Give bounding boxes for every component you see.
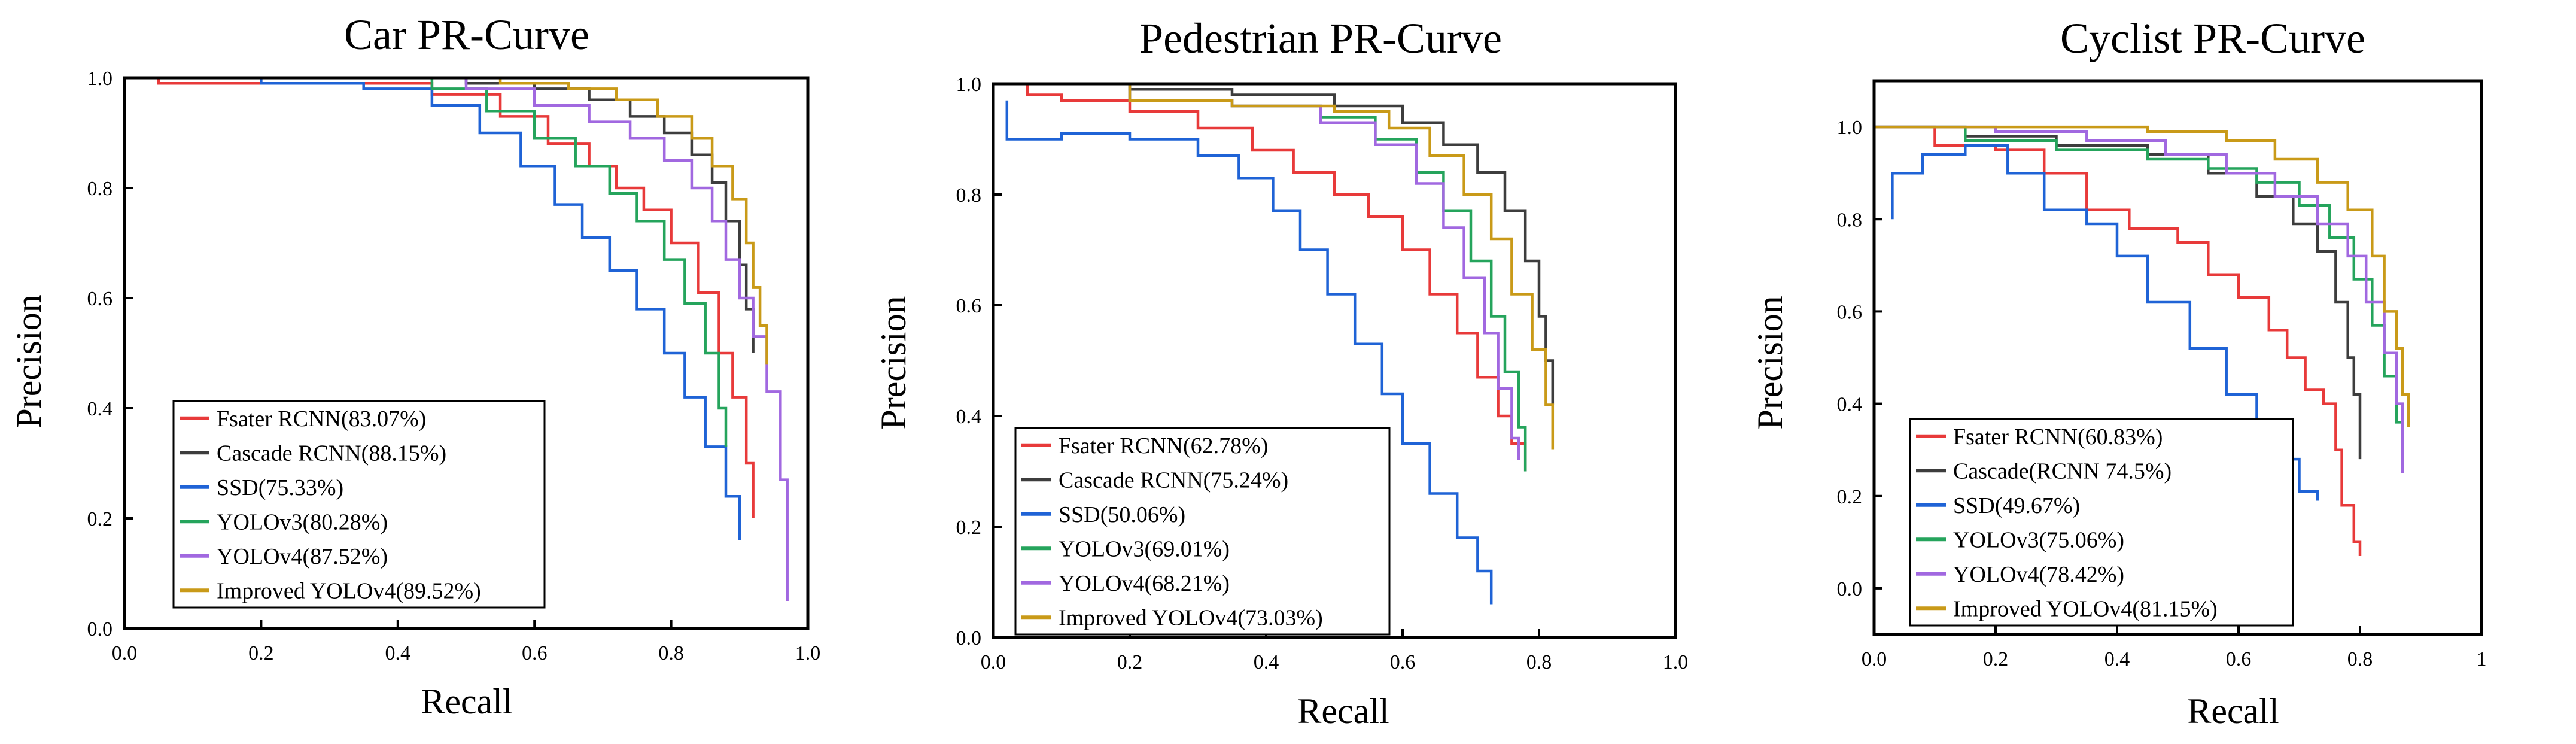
axis-ticks: 0.0 0.2 0.4 0.6 0.8 1.0 0.0 0.2 0.4 0.6 0.8 1.0 <box>956 74 1689 673</box>
legend-entry-4: YOLOv4(68.21%) <box>1059 571 1230 596</box>
x-tick-label: 0.4 <box>2104 648 2130 670</box>
legend-entry-5: Improved YOLOv4(81.15%) <box>1953 596 2218 621</box>
x-tick-label: 0.0 <box>1862 648 1887 670</box>
plot-frame <box>123 76 810 630</box>
curves <box>124 76 789 601</box>
legend-box <box>1014 427 1391 636</box>
y-tick-label: 0.4 <box>1837 394 1863 416</box>
legend-entry-2: SSD(50.06%) <box>1059 502 1185 527</box>
legend: Fsater RCNN(62.78%) Cascade RCNN(75.24%) S… <box>1014 427 1391 636</box>
legend-box <box>172 400 546 609</box>
y-tick-label: 0.6 <box>1837 301 1863 323</box>
series-line-3 <box>993 82 1527 472</box>
legend-entry-3: YOLOv3(75.06%) <box>1953 527 2124 552</box>
legend-entry-0: Fsater RCNN(62.78%) <box>1059 433 1268 458</box>
series-line-4 <box>1874 125 2404 473</box>
y-axis-label: Precision <box>9 294 48 428</box>
legend-entry-5: Improved YOLOv4(89.52%) <box>217 578 481 603</box>
legend-box <box>1909 418 2294 627</box>
y-tick-label: 0.4 <box>956 406 982 428</box>
plot-frame <box>1872 79 2483 636</box>
legend-entry-1: Cascade RCNN(88.15%) <box>217 441 446 466</box>
y-tick-label: 0.2 <box>956 517 982 539</box>
x-axis-label: Recall <box>2187 691 2279 731</box>
legend-entry-1: Cascade RCNN(75.24%) <box>1059 467 1288 493</box>
x-tick-label: 0.0 <box>112 642 138 664</box>
chart-title: Cyclist PR-Curve <box>2060 14 2365 62</box>
x-tick-label: 0.2 <box>1983 648 2009 670</box>
legend-entry-0: Fsater RCNN(83.07%) <box>217 406 426 432</box>
y-tick-label: 0.8 <box>1837 209 1863 231</box>
legend-entry-1: Cascade(RCNN 74.5%) <box>1953 458 2171 484</box>
x-tick-label: 0.2 <box>1117 651 1143 673</box>
y-tick-label: 0.8 <box>87 178 113 200</box>
legend: Fsater RCNN(83.07%) Cascade RCNN(88.15%) S… <box>172 400 546 609</box>
y-tick-label: 0.6 <box>87 288 113 310</box>
y-tick-label: 1.0 <box>87 68 113 90</box>
series-line-0 <box>993 82 1527 472</box>
legend-entry-2: SSD(75.33%) <box>217 475 343 500</box>
y-tick-label: 0.0 <box>87 618 113 640</box>
y-tick-label: 0.0 <box>956 627 982 649</box>
legend-entry-0: Fsater RCNN(60.83%) <box>1953 424 2163 450</box>
x-tick-label: 0.4 <box>385 642 411 664</box>
x-tick-label: 0.4 <box>1254 651 1279 673</box>
y-tick-label: 0.4 <box>87 398 113 420</box>
series-line-1 <box>993 82 1555 405</box>
series-line-3 <box>1874 125 2404 460</box>
cyclist-pr-chart: Cyclist PR-Curve Precision Recall 0.0 0.2… <box>1750 14 2487 731</box>
series-line-5 <box>124 76 768 365</box>
series-line-1 <box>124 76 755 353</box>
chart-title: Car PR-Curve <box>344 11 589 59</box>
y-axis-label: Precision <box>1750 296 1790 429</box>
legend-entry-4: YOLOv4(87.52%) <box>217 544 388 569</box>
series-line-5 <box>993 82 1555 450</box>
legend: Fsater RCNN(60.83%) Cascade(RCNN 74.5%) SS… <box>1909 418 2294 627</box>
x-tick-label: 1 <box>2477 648 2487 670</box>
series-line-0 <box>1874 125 2362 556</box>
legend-entry-3: YOLOv3(80.28%) <box>217 509 388 535</box>
y-tick-label: 0.6 <box>956 295 982 317</box>
x-tick-label: 1.0 <box>1663 651 1689 673</box>
curves <box>993 82 1555 605</box>
y-tick-label: 0.0 <box>1837 578 1863 600</box>
y-axis-label: Precision <box>874 296 913 429</box>
series-line-2 <box>1005 100 1493 605</box>
x-tick-label: 0.8 <box>2347 648 2373 670</box>
x-tick-label: 0.6 <box>1390 651 1416 673</box>
x-axis-label: Recall <box>1297 691 1389 731</box>
y-tick-label: 0.8 <box>956 184 982 207</box>
plot-frame <box>992 82 1677 639</box>
curves <box>1874 125 2410 556</box>
legend-entry-4: YOLOv4(78.42%) <box>1953 562 2124 587</box>
x-axis-label: Recall <box>421 682 512 721</box>
y-tick-label: 0.2 <box>87 508 113 530</box>
series-line-1 <box>1874 125 2362 460</box>
pedestrian-pr-chart: Pedestrian PR-Curve Precision Recall 0.0… <box>874 14 1689 731</box>
series-line-2 <box>124 76 741 540</box>
legend-entry-5: Improved YOLOv4(73.03%) <box>1059 605 1323 630</box>
y-tick-label: 1.0 <box>1837 117 1863 139</box>
x-tick-label: 0.8 <box>658 642 684 664</box>
axis-ticks: 0.0 0.2 0.4 0.6 0.8 1.0 0.0 0.2 0.4 0.6 0.8 1.0 <box>87 68 821 664</box>
series-line-4 <box>993 82 1520 460</box>
x-tick-label: 0.0 <box>981 651 1006 673</box>
y-tick-label: 0.2 <box>1837 486 1863 508</box>
car-pr-chart: Car PR-Curve Precision Recall 0.0 0.2 0.4 0… <box>9 11 821 721</box>
x-tick-label: 1.0 <box>795 642 821 664</box>
x-tick-label: 0.2 <box>248 642 274 664</box>
x-tick-label: 0.6 <box>522 642 548 664</box>
series-line-3 <box>124 76 728 447</box>
legend-entry-2: SSD(49.67%) <box>1953 493 2080 518</box>
legend-entry-3: YOLOv3(69.01%) <box>1059 536 1230 561</box>
x-tick-label: 0.8 <box>1526 651 1552 673</box>
series-line-5 <box>1874 125 2410 427</box>
chart-title: Pedestrian PR-Curve <box>1139 14 1502 62</box>
y-tick-label: 1.0 <box>956 74 982 96</box>
x-tick-label: 0.6 <box>2226 648 2252 670</box>
